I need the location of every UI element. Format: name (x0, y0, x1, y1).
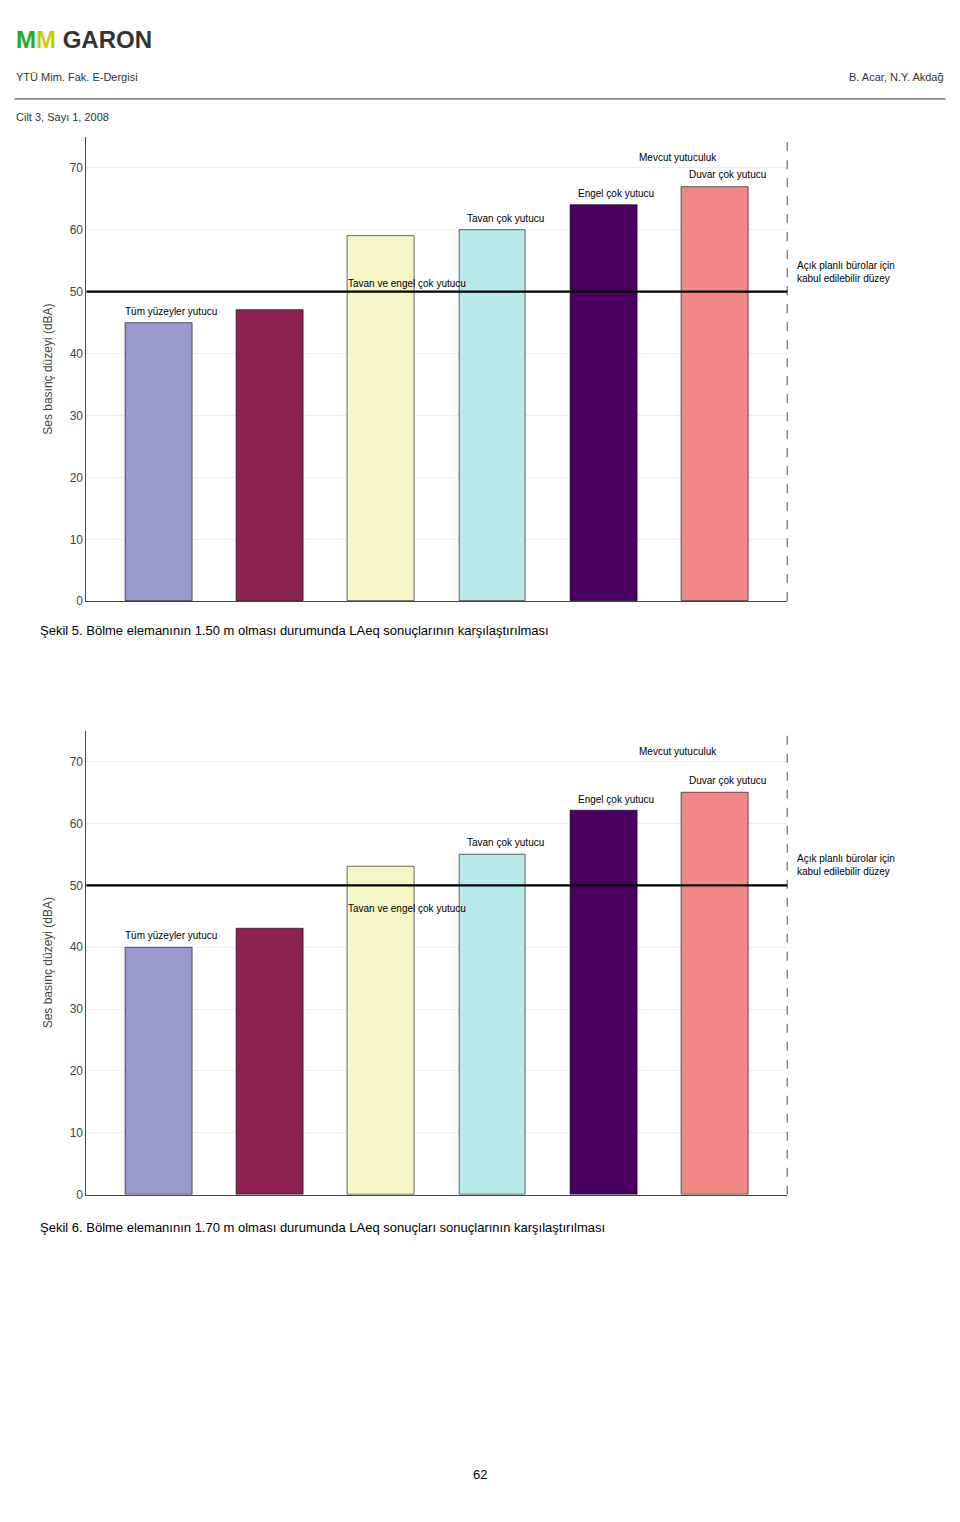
svg-text:30: 30 (70, 409, 84, 423)
svg-text:40: 40 (70, 940, 84, 954)
svg-text:Tavan ve engel çok yutucu: Tavan ve engel çok yutucu (348, 903, 466, 914)
svg-text:Tavan çok yutucu: Tavan çok yutucu (467, 837, 544, 848)
svg-text:60: 60 (70, 223, 84, 237)
svg-text:20: 20 (70, 1064, 84, 1078)
svg-text:Engel çok yutucu: Engel çok yutucu (578, 794, 654, 805)
svg-text:Açık planlı bürolar içinkabul: Açık planlı bürolar içinkabul edilebilir… (797, 260, 895, 284)
svg-text:50: 50 (70, 285, 84, 299)
svg-text:0: 0 (76, 1188, 83, 1202)
svg-text:Duvar çok yutucu: Duvar çok yutucu (689, 775, 766, 786)
svg-text:50: 50 (70, 879, 84, 893)
svg-text:20: 20 (70, 471, 84, 485)
svg-text:Tüm yüzeyler yutucu: Tüm yüzeyler yutucu (125, 930, 217, 941)
svg-text:10: 10 (70, 533, 84, 547)
svg-text:62: 62 (473, 1467, 487, 1482)
svg-text:Tüm yüzeyler yutucu: Tüm yüzeyler yutucu (125, 306, 217, 317)
svg-text:Ses basınç düzeyi (dBA): Ses basınç düzeyi (dBA) (41, 897, 55, 1028)
svg-text:Tavan ve engel çok yutucu: Tavan ve engel çok yutucu (348, 278, 466, 289)
svg-text:MM GARON: MM GARON (16, 26, 152, 53)
svg-text:YTÜ Mim. Fak. E-Dergisi: YTÜ Mim. Fak. E-Dergisi (16, 71, 138, 83)
svg-text:Mevcut yutuculuk: Mevcut yutuculuk (639, 152, 717, 163)
svg-text:10: 10 (70, 1126, 84, 1140)
svg-text:Şekil 5. Bölme elemanının 1.50: Şekil 5. Bölme elemanının 1.50 m olması … (40, 623, 549, 638)
svg-text:Şekil 6. Bölme elemanının 1.70: Şekil 6. Bölme elemanının 1.70 m olması … (40, 1220, 605, 1235)
svg-text:Mevcut yutuculuk: Mevcut yutuculuk (639, 746, 717, 757)
svg-text:Cilt 3, Sayı 1, 2008: Cilt 3, Sayı 1, 2008 (16, 111, 109, 123)
svg-text:40: 40 (70, 347, 84, 361)
svg-text:30: 30 (70, 1002, 84, 1016)
svg-text:70: 70 (70, 161, 84, 175)
svg-text:B. Acar, N.Y. Akdağ: B. Acar, N.Y. Akdağ (849, 71, 944, 83)
svg-text:Engel çok yutucu: Engel çok yutucu (578, 188, 654, 199)
svg-text:70: 70 (70, 755, 84, 769)
svg-text:60: 60 (70, 817, 84, 831)
svg-text:Açık planlı bürolar içinkabul: Açık planlı bürolar içinkabul edilebilir… (797, 853, 895, 877)
svg-text:Duvar çok yutucu: Duvar çok yutucu (689, 169, 766, 180)
svg-text:0: 0 (76, 594, 83, 608)
svg-text:Ses basınç düzeyi (dBA): Ses basınç düzeyi (dBA) (41, 303, 55, 434)
svg-text:Tavan çok yutucu: Tavan çok yutucu (467, 213, 544, 224)
